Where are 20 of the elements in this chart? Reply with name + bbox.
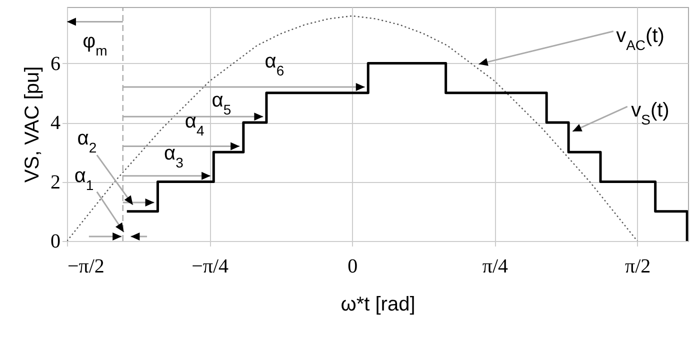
- x-tick-label: 0: [348, 256, 358, 278]
- annotation: φ$_{m}$: [82, 30, 108, 58]
- y-tick-label: 6: [50, 52, 60, 75]
- y-tick-label: 0: [50, 230, 60, 252]
- x-tick-label: −π/4: [192, 256, 229, 278]
- annotation: α$_{6}$: [264, 50, 284, 78]
- annotation: α$_{3}$: [164, 142, 184, 171]
- annotation: α$_{1}$: [74, 164, 94, 193]
- x-axis-title: ω*t [rad]: [340, 294, 416, 316]
- y-tick-label: 4: [50, 112, 60, 134]
- y-axis-title: VS, VAC [pu]: [22, 66, 44, 183]
- x-tick-label: π/2: [624, 256, 651, 278]
- x-tick-label: −π/2: [68, 256, 104, 278]
- annotation: α$_{5}$: [212, 90, 232, 118]
- annotation: v$_{AC}$(t): [616, 25, 664, 54]
- annotation: v$_{S}$(t): [631, 100, 670, 128]
- annotation: α$_{2}$: [77, 128, 97, 156]
- annotation: α$_{4}$: [184, 110, 204, 139]
- y-tick-label: 2: [50, 171, 60, 194]
- x-tick-label: π/4: [482, 256, 508, 278]
